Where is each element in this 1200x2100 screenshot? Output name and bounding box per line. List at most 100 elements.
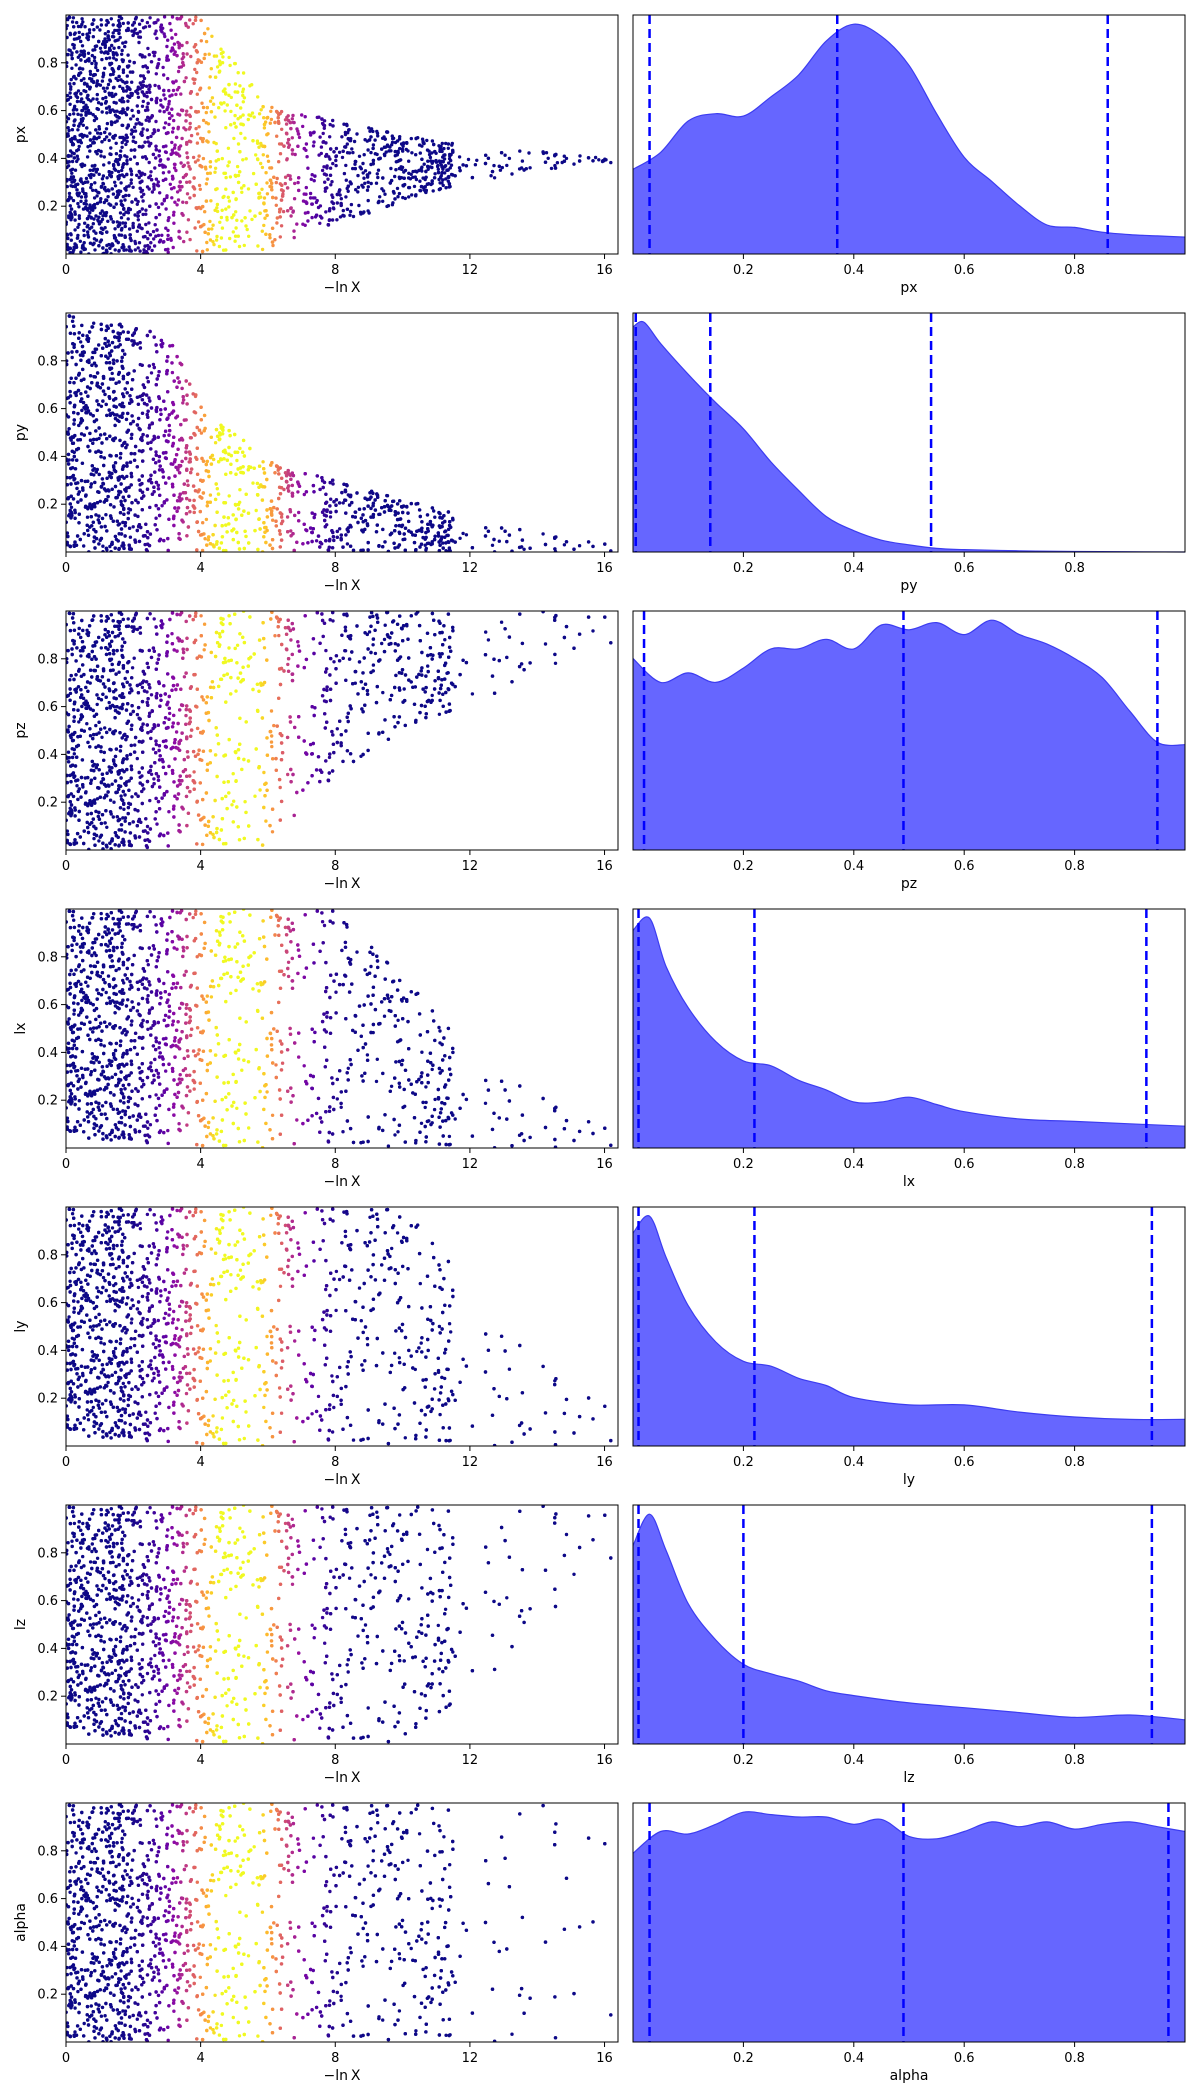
scatter-point (218, 69, 222, 73)
scatter-point (90, 464, 95, 468)
scatter-point (331, 535, 336, 539)
scatter-point (154, 119, 158, 124)
scatter-point (325, 509, 329, 514)
scatter-point (211, 543, 215, 547)
scatter-point (519, 166, 524, 170)
scatter-point (425, 148, 430, 152)
scatter-point (136, 95, 141, 100)
scatter-point (586, 156, 591, 160)
scatter-point (228, 63, 232, 68)
scatter-point (123, 44, 127, 49)
scatter-point (86, 444, 90, 449)
scatter-point (302, 492, 306, 497)
scatter-point (413, 533, 417, 537)
scatter-point (113, 534, 118, 539)
scatter-point (296, 132, 301, 136)
scatter-point (115, 519, 120, 523)
scatter-point (66, 534, 70, 539)
scatter-point (354, 188, 358, 192)
scatter-point (444, 549, 448, 552)
scatter-point (418, 514, 422, 519)
scatter-point (170, 107, 174, 111)
scatter-point (182, 163, 186, 167)
scatter-point (104, 23, 109, 27)
scatter-point (326, 223, 330, 227)
scatter-point (88, 449, 92, 453)
scatter-point (397, 175, 401, 179)
scatter-point (289, 529, 293, 533)
scatter-point (345, 142, 349, 146)
scatter-point (498, 168, 503, 172)
scatter-point (72, 410, 76, 415)
scatter-point (77, 30, 81, 35)
scatter-point (76, 438, 80, 442)
scatter-point (98, 240, 102, 244)
scatter-point (122, 506, 126, 511)
scatter-point (128, 233, 132, 237)
scatter-point (262, 116, 266, 120)
scatter-point (242, 454, 247, 458)
scatter-point (192, 193, 196, 198)
scatter-point (236, 173, 241, 178)
scatter-point (119, 202, 124, 207)
scatter-point (137, 40, 141, 45)
scatter-point (145, 94, 149, 99)
scatter-point (443, 165, 447, 169)
scatter-point (337, 501, 342, 505)
scatter-point (269, 117, 274, 122)
scatter-point (131, 114, 135, 118)
scatter-point (284, 122, 289, 126)
scatter-point (177, 229, 181, 234)
scatter-point (122, 100, 126, 104)
scatter-point (259, 161, 263, 166)
scatter-point (391, 499, 396, 503)
scatter-point (175, 53, 179, 58)
scatter-point (275, 134, 279, 138)
scatter-point (320, 476, 324, 480)
scatter-point (150, 114, 154, 118)
scatter-point (144, 393, 149, 397)
scatter-point (171, 213, 176, 217)
scatter-point (76, 446, 81, 451)
x-axis-label: px (900, 280, 917, 296)
scatter-point (181, 398, 186, 402)
scatter-point (385, 503, 390, 508)
scatter-point (131, 419, 135, 424)
scatter-point (95, 371, 100, 375)
scatter-point (278, 215, 282, 219)
scatter-point (86, 533, 91, 537)
scatter-point (103, 130, 107, 135)
scatter-point (376, 134, 380, 138)
scatter-point (356, 185, 361, 189)
scatter-point (398, 499, 402, 503)
scatter-point (156, 128, 160, 132)
scatter-point (109, 61, 114, 66)
scatter-point (68, 251, 72, 254)
scatter-point (288, 508, 292, 512)
scatter-point (432, 509, 436, 513)
scatter-point (120, 544, 124, 548)
scatter-point (227, 93, 231, 98)
scatter-point (221, 89, 226, 93)
scatter-point (292, 235, 296, 240)
scatter-point (235, 103, 239, 107)
scatter-point (233, 113, 237, 118)
scatter-point (164, 177, 168, 181)
scatter-point (160, 344, 164, 349)
scatter-point (338, 215, 343, 219)
scatter-point (184, 379, 188, 383)
scatter-point (141, 127, 145, 131)
scatter-point (593, 155, 598, 160)
scatter-point (324, 210, 328, 214)
scatter-point (220, 535, 225, 539)
scatter-point (203, 230, 207, 234)
scatter-point (145, 66, 149, 70)
scatter-point (111, 72, 115, 77)
scatter-point (278, 466, 282, 470)
scatter-point (180, 108, 185, 113)
scatter-point (80, 344, 85, 349)
scatter-point (145, 20, 150, 25)
scatter-point (102, 39, 106, 44)
scatter-point (403, 548, 407, 552)
scatter-point (157, 396, 161, 401)
